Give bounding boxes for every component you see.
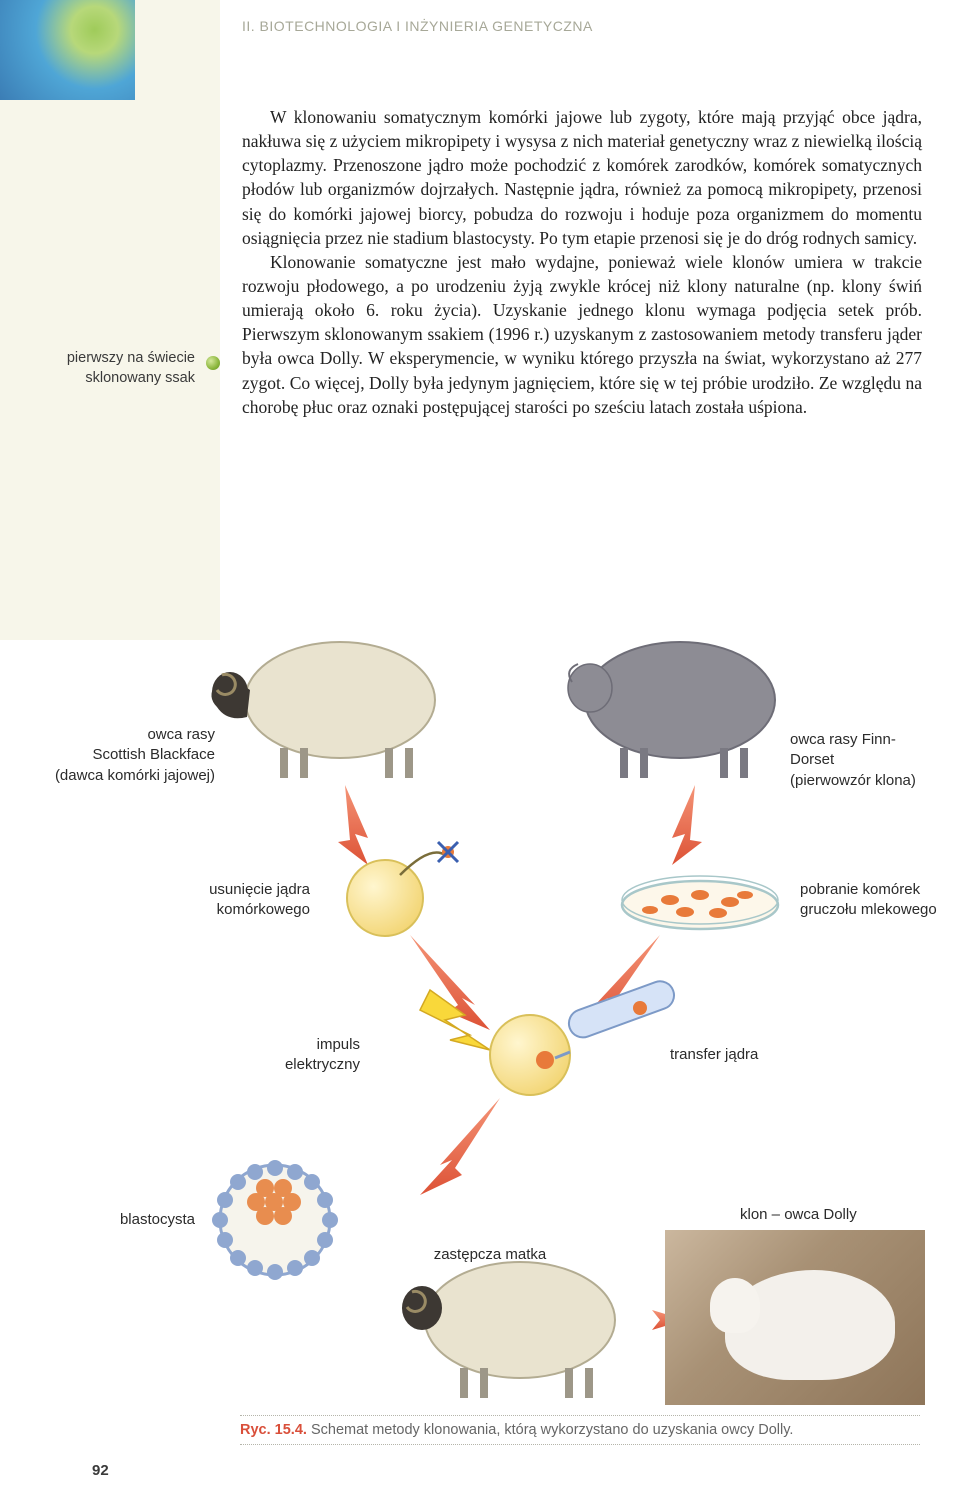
arrow-icon xyxy=(338,785,368,865)
sheep-donor-right-icon xyxy=(568,642,775,778)
label-donor-right: owca rasy Finn-Dorset (pierwowzór klona) xyxy=(790,730,940,791)
label-blastocyst: blastocysta xyxy=(60,1210,195,1230)
photo-sheep-head-icon xyxy=(710,1278,760,1333)
chapter-header-image xyxy=(0,0,135,100)
label-surrogate: zastępcza matka xyxy=(410,1245,570,1265)
fused-cell-icon xyxy=(490,977,678,1095)
label-dolly: klon – owca Dolly xyxy=(740,1205,920,1225)
dolly-photo xyxy=(665,1230,925,1405)
surrogate-sheep-icon xyxy=(402,1262,615,1398)
petri-dish-icon xyxy=(622,876,778,929)
section-header: II. BIOTECHNOLOGIA I INŻYNIERIA GENETYCZ… xyxy=(242,18,593,34)
body-text: W klonowaniu somatycznym komórki jajowe … xyxy=(242,105,922,419)
caption-ref: Ryc. 15.4. xyxy=(240,1422,307,1438)
figure-caption: Ryc. 15.4. Schemat metody klonowania, kt… xyxy=(240,1415,920,1445)
caption-text: Schemat metody klonowania, którą wykorzy… xyxy=(311,1422,793,1438)
arrow-icon xyxy=(420,1098,500,1195)
blastocyst-icon xyxy=(212,1160,338,1280)
cloning-diagram: owca rasy Scottish Blackface (dawca komó… xyxy=(0,620,960,1450)
paragraph-1: W klonowaniu somatycznym komórki jajowe … xyxy=(242,105,922,250)
sheep-donor-left-icon xyxy=(211,642,435,778)
label-nucleus-transfer: transfer jądra xyxy=(670,1045,820,1065)
label-remove-nucleus: usunięcie jądra komórkowego xyxy=(135,880,310,921)
arrow-icon xyxy=(672,785,702,865)
label-donor-left: owca rasy Scottish Blackface (dawca komó… xyxy=(20,725,215,786)
page: II. BIOTECHNOLOGIA I INŻYNIERIA GENETYCZ… xyxy=(0,0,960,1499)
margin-note: pierwszy na świecie sklonowany ssak xyxy=(20,348,195,389)
label-collect-cells: pobranie komórek gruczołu mlekowego xyxy=(800,880,945,921)
paragraph-2: Klonowanie somatyczne jest mało wydajne,… xyxy=(242,250,922,419)
bullet-icon xyxy=(206,356,220,370)
page-number: 92 xyxy=(92,1462,109,1479)
label-electric-impulse: impuls elektryczny xyxy=(230,1035,360,1076)
